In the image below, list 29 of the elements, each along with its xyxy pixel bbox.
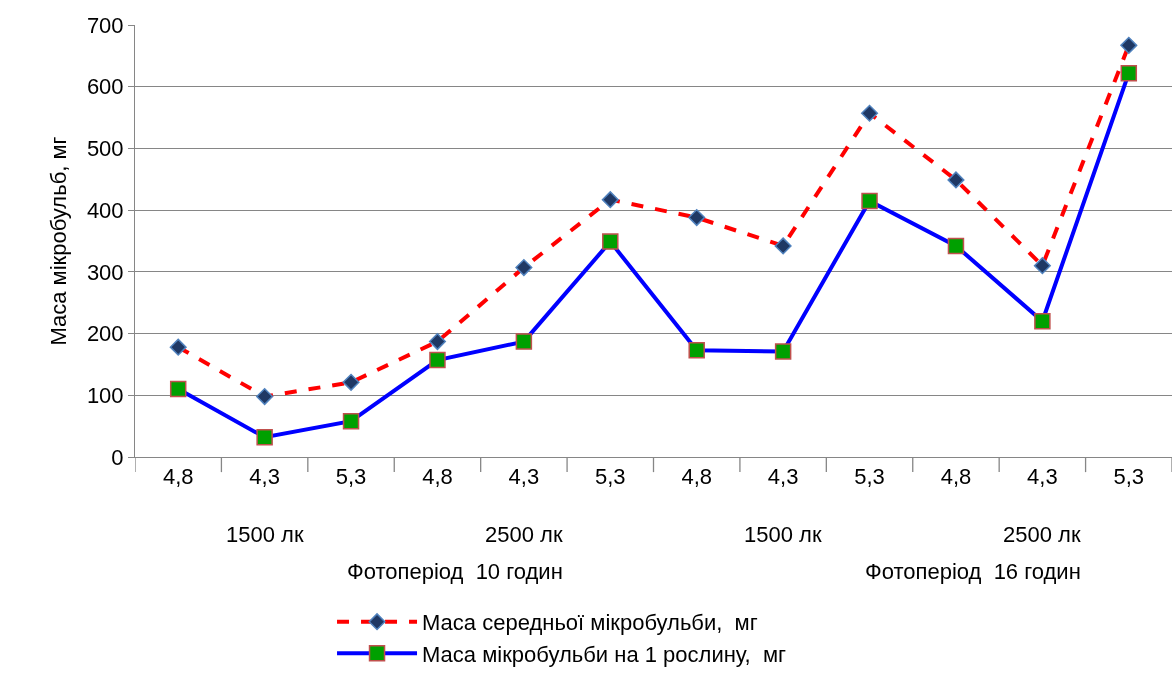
x-tick-label: 4,3 <box>767 464 799 490</box>
text: 2500 лк <box>485 522 563 547</box>
y-tick-label: 600 <box>86 74 124 100</box>
text: Фотоперіод 10 годин <box>347 559 563 584</box>
legend-label: Маса середньої мікробульби, мг <box>422 610 758 636</box>
y-tick-label: 700 <box>86 12 124 38</box>
x-tick-label: 4,3 <box>1027 464 1058 490</box>
y-axis-title: Маса мікробульб, мг <box>45 136 71 346</box>
y-tick-label: 0 <box>111 444 124 470</box>
x-tick-label: 5,3 <box>854 464 885 490</box>
y-tick-label: 100 <box>86 382 124 408</box>
y-tick-label: 300 <box>86 259 124 285</box>
x-tick-label: 5,3 <box>335 464 367 490</box>
x-tick-label: 4,8 <box>162 464 194 490</box>
x-tick-label: 4,8 <box>681 464 713 490</box>
y-tick-label: 400 <box>86 197 124 223</box>
x-tick-label: 5,3 <box>594 464 626 490</box>
legend-label: Маса мікробульби на 1 рослину, мг <box>422 641 787 667</box>
x-tick-label: 4,8 <box>940 464 972 490</box>
text: 1500 лк <box>226 522 304 547</box>
x-tick-label: 5,3 <box>1113 464 1145 490</box>
x-tick-label: 4,3 <box>508 464 540 490</box>
y-tick-label: 500 <box>86 136 124 162</box>
x-tick-label: 4,8 <box>422 464 453 490</box>
text: 2500 лк <box>1003 522 1081 547</box>
text: 1500 лк <box>744 522 822 547</box>
x-tick-label: 4,3 <box>249 464 280 490</box>
text: Фотоперіод 16 годин <box>865 559 1081 584</box>
y-tick-label: 200 <box>86 321 124 347</box>
